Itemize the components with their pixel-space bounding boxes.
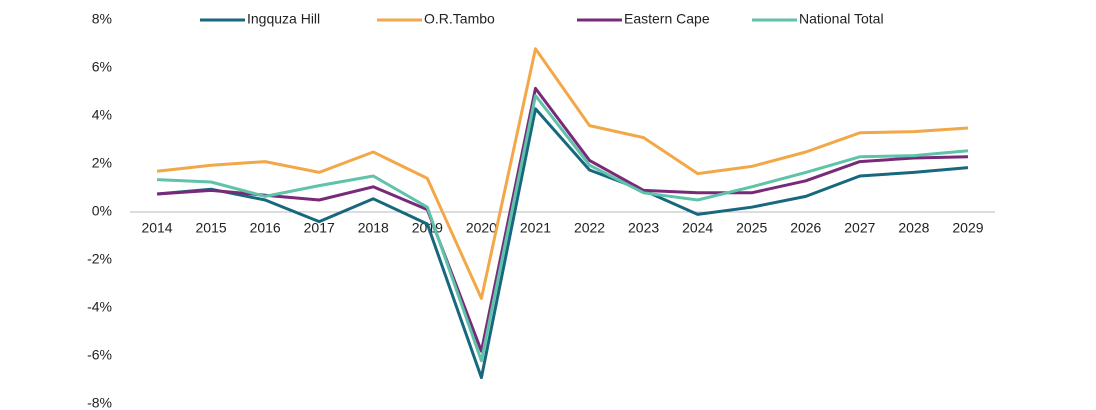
- x-tick-label: 2027: [844, 220, 875, 236]
- x-tick-label: 2016: [250, 220, 281, 236]
- x-tick-label: 2029: [952, 220, 983, 236]
- series-line: [156, 86, 969, 353]
- x-tick-label: 2025: [736, 220, 767, 236]
- series-line: [156, 94, 969, 363]
- series-line: [156, 47, 969, 300]
- x-tick-label: 2021: [520, 220, 551, 236]
- legend-label: Eastern Cape: [624, 11, 710, 27]
- x-tick-label: 2017: [304, 220, 335, 236]
- legend-label: National Total: [799, 11, 884, 27]
- y-tick-label: 6%: [92, 59, 112, 75]
- x-tick-label: 2022: [574, 220, 605, 236]
- y-tick-label: -6%: [87, 347, 112, 363]
- series-line: [156, 107, 969, 380]
- y-tick-label: 0%: [92, 203, 112, 219]
- x-tick-label: 2024: [682, 220, 713, 236]
- y-tick-label: -4%: [87, 299, 112, 315]
- x-tick-label: 2018: [358, 220, 389, 236]
- x-tick-label: 2020: [466, 220, 497, 236]
- y-tick-label: 8%: [92, 11, 112, 27]
- x-tick-label: 2014: [141, 220, 172, 236]
- y-tick-label: 4%: [92, 107, 112, 123]
- legend-label: Ingquza Hill: [247, 11, 320, 27]
- y-tick-label: 2%: [92, 155, 112, 171]
- legend-label: O.R.Tambo: [424, 11, 495, 27]
- x-tick-label: 2023: [628, 220, 659, 236]
- y-tick-label: -8%: [87, 395, 112, 410]
- x-tick-label: 2015: [196, 220, 227, 236]
- y-tick-label: -2%: [87, 251, 112, 267]
- x-tick-label: 2028: [898, 220, 929, 236]
- x-tick-label: 2026: [790, 220, 821, 236]
